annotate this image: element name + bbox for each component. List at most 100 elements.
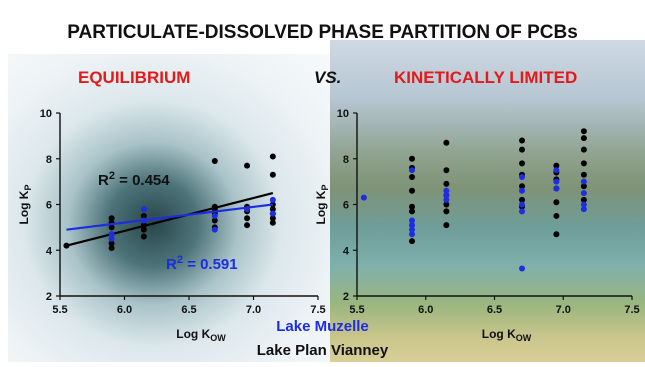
y-tick-label: 4	[343, 245, 350, 257]
point-lake-plan-vianney	[269, 206, 276, 213]
point-lake-muzelle	[409, 226, 415, 233]
point-lake-muzelle	[519, 174, 525, 181]
point-lake-plan-vianney	[409, 155, 415, 162]
r2-black-label: R2 = 0.454	[98, 170, 170, 189]
y-tick-label: 10	[40, 108, 52, 120]
point-lake-muzelle	[553, 185, 560, 192]
point-lake-muzelle	[244, 206, 251, 213]
x-tick-label: 7.0	[246, 304, 261, 316]
point-lake-plan-vianney	[409, 208, 415, 215]
point-lake-muzelle	[580, 201, 587, 208]
point-lake-plan-vianney	[269, 153, 276, 160]
point-lake-plan-vianney	[409, 187, 415, 194]
y-axis-label: Log KP	[314, 184, 330, 224]
point-lake-plan-vianney	[269, 171, 276, 178]
point-lake-muzelle	[108, 235, 115, 242]
point-lake-muzelle	[269, 196, 276, 203]
point-lake-muzelle	[553, 178, 560, 185]
point-lake-plan-vianney	[553, 199, 560, 206]
point-lake-plan-vianney	[140, 233, 147, 240]
x-tick-label: 6.5	[487, 304, 502, 316]
point-lake-muzelle	[443, 192, 450, 199]
point-lake-plan-vianney	[443, 139, 450, 146]
x-tick-label: 5.5	[52, 304, 67, 316]
point-lake-plan-vianney	[409, 203, 415, 210]
point-lake-muzelle	[409, 231, 415, 238]
point-lake-muzelle	[553, 167, 560, 174]
y-tick-label: 4	[46, 245, 53, 257]
point-lake-plan-vianney	[553, 231, 560, 238]
point-lake-plan-vianney	[580, 171, 587, 178]
point-lake-plan-vianney	[269, 215, 276, 222]
y-tick-label: 8	[343, 154, 349, 166]
mountain-lake-photo	[330, 40, 645, 362]
point-lake-plan-vianney	[108, 240, 115, 247]
point-lake-muzelle	[580, 178, 587, 185]
point-lake-plan-vianney	[443, 180, 450, 187]
point-lake-plan-vianney	[519, 196, 525, 203]
point-lake-plan-vianney	[519, 160, 525, 167]
point-lake-plan-vianney	[519, 146, 525, 153]
point-lake-plan-vianney	[140, 222, 147, 229]
point-lake-plan-vianney	[580, 160, 587, 167]
point-lake-plan-vianney	[211, 158, 218, 165]
point-lake-plan-vianney	[443, 201, 450, 208]
y-tick-label: 2	[343, 291, 349, 303]
point-lake-plan-vianney	[63, 242, 70, 249]
legend-lake-plan-vianney: Lake Plan Vianney	[256, 342, 389, 359]
point-lake-muzelle	[409, 222, 415, 229]
kinetic-heading: KINETICALLY LIMITED	[394, 68, 578, 87]
slide-title: PARTICULATE-DISSOLVED PHASE PARTITION OF…	[67, 22, 578, 43]
point-lake-muzelle	[580, 190, 587, 197]
point-lake-plan-vianney	[269, 219, 276, 226]
x-tick-label: 6.0	[117, 304, 132, 316]
point-lake-muzelle	[443, 187, 450, 194]
point-lake-muzelle	[360, 194, 367, 201]
ice-hole-photo	[8, 54, 330, 362]
point-lake-plan-vianney	[443, 167, 450, 174]
legend-lake-muzelle: Lake Muzelle	[276, 318, 369, 335]
point-lake-plan-vianney	[108, 224, 115, 231]
y-tick-label: 6	[343, 200, 349, 212]
point-lake-plan-vianney	[211, 203, 218, 210]
y-tick-label: 10	[337, 108, 349, 120]
point-lake-muzelle	[519, 201, 525, 208]
r2-blue-label: R2 = 0.591	[166, 254, 238, 273]
point-lake-muzelle	[140, 217, 147, 224]
versus-label: VS.	[314, 68, 342, 87]
point-lake-muzelle	[269, 210, 276, 217]
point-lake-plan-vianney	[409, 238, 415, 245]
point-lake-plan-vianney	[443, 222, 450, 229]
point-lake-muzelle	[519, 208, 525, 215]
point-lake-plan-vianney	[108, 244, 115, 251]
point-lake-plan-vianney	[580, 183, 587, 190]
x-tick-label: 7.5	[310, 304, 325, 316]
point-lake-plan-vianney	[519, 183, 525, 190]
point-lake-plan-vianney	[140, 226, 147, 233]
x-tick-label: 7.0	[556, 304, 571, 316]
point-lake-muzelle	[519, 265, 525, 272]
x-tick-label: 5.5	[349, 304, 364, 316]
point-lake-muzelle	[211, 212, 218, 219]
y-tick-label: 2	[46, 291, 52, 303]
y-tick-label: 8	[46, 154, 52, 166]
point-lake-plan-vianney	[211, 217, 218, 224]
point-lake-plan-vianney	[580, 196, 587, 203]
x-axis-label: Log KOW	[176, 327, 226, 343]
point-lake-muzelle	[409, 217, 415, 224]
point-lake-plan-vianney	[244, 162, 251, 169]
point-lake-muzelle	[140, 206, 147, 213]
point-lake-plan-vianney	[553, 212, 560, 219]
point-lake-muzelle	[211, 226, 218, 233]
y-tick-label: 6	[46, 200, 52, 212]
point-lake-plan-vianney	[580, 128, 587, 135]
y-axis-label: Log KP	[17, 184, 33, 224]
x-tick-label: 6.5	[181, 304, 196, 316]
equilibrium-heading: EQUILIBRIUM	[78, 68, 191, 87]
point-lake-plan-vianney	[443, 208, 450, 215]
point-lake-plan-vianney	[244, 215, 251, 222]
point-lake-plan-vianney	[580, 146, 587, 153]
trendline-lake-plan-vianney	[66, 191, 274, 247]
